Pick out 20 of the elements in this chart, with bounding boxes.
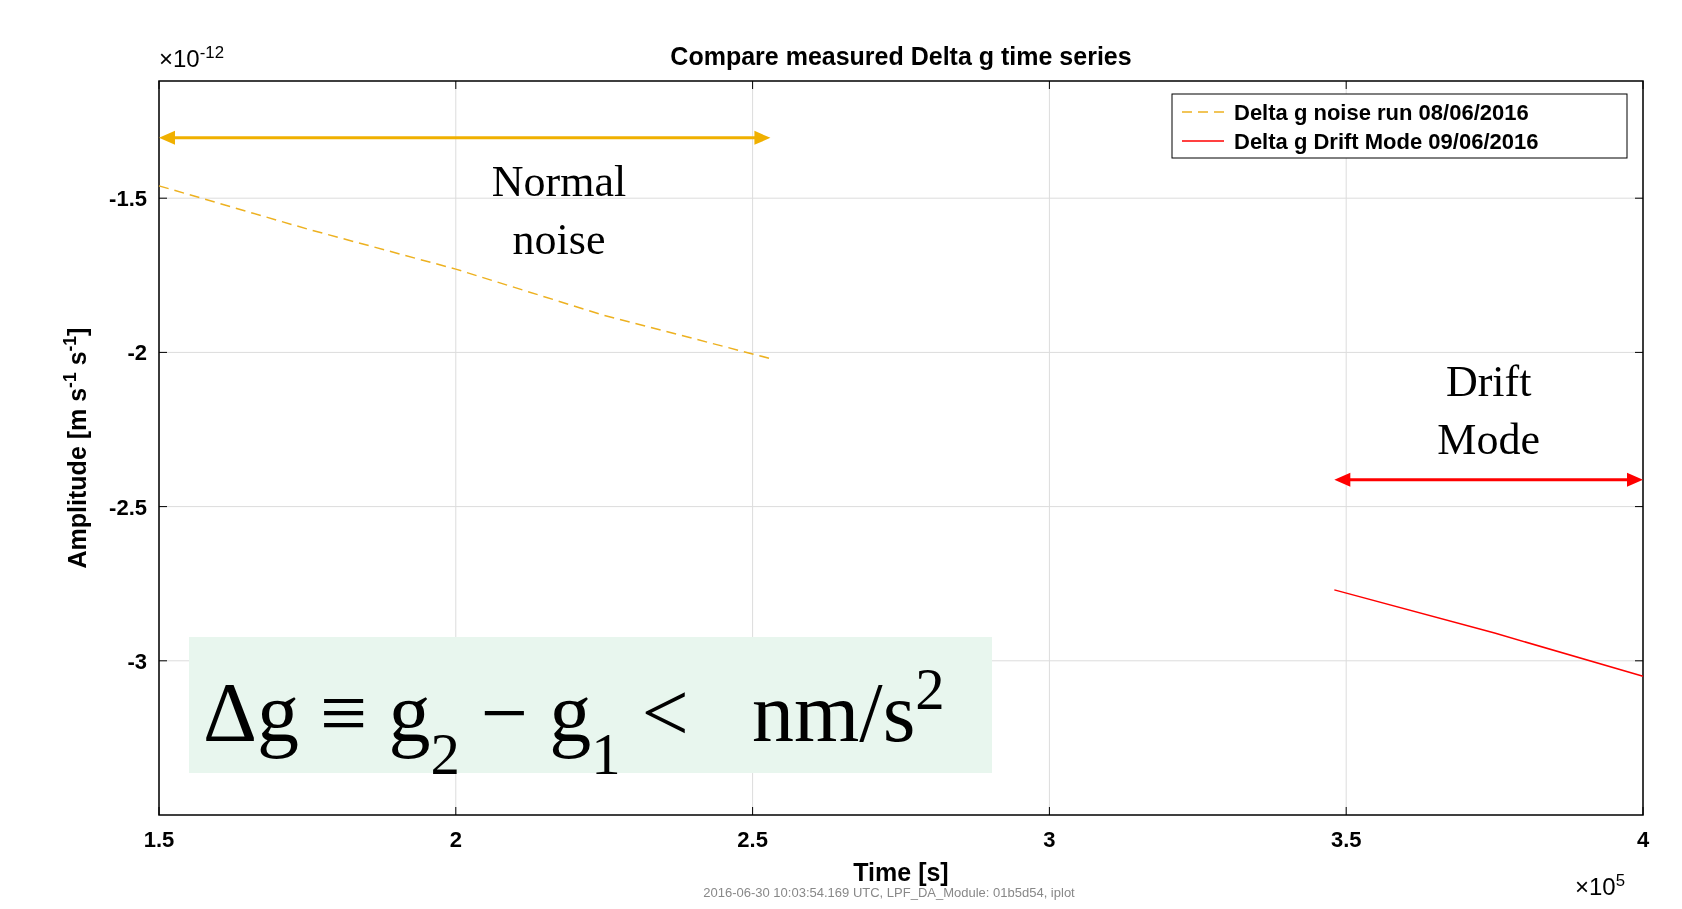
legend-label: Delta g noise run 08/06/2016 bbox=[1234, 100, 1529, 125]
x-tick-label: 2 bbox=[449, 827, 462, 852]
y-tick-label: -2 bbox=[127, 340, 147, 366]
legend-label: Delta g Drift Mode 09/06/2016 bbox=[1234, 129, 1539, 154]
text: ×10$^{-12}$ bbox=[159, 42, 224, 72]
text: 2016-06-30 10:03:54.169 UTC, LPF_DA_Module: 01b5d54, iplot bbox=[703, 885, 1076, 900]
chart-title: Compare measured Delta g time series bbox=[670, 42, 1132, 70]
text: ×10$^{5}$ bbox=[1575, 870, 1626, 900]
annotation: Δg ≡ g$_{2}$ − g$_{1}$ < nm/s$^{2}$ bbox=[203, 656, 945, 787]
x-tick-label: 4 bbox=[1636, 827, 1650, 852]
x-axis-title: Time [s] bbox=[853, 858, 949, 886]
x-tick-label: 2.5 bbox=[737, 827, 768, 852]
annotation: Normal noise bbox=[491, 156, 627, 264]
y-tick-label: -3 bbox=[127, 648, 147, 674]
y-tick-label: -1.5 bbox=[109, 186, 147, 212]
x-tick-label: 1.5 bbox=[143, 827, 175, 852]
x-tick-label: 3 bbox=[1043, 827, 1056, 852]
annotation: Drift Mode bbox=[1437, 356, 1540, 464]
x-tick-label: 3.5 bbox=[1330, 827, 1362, 852]
y-tick-label: -2.5 bbox=[109, 494, 147, 520]
